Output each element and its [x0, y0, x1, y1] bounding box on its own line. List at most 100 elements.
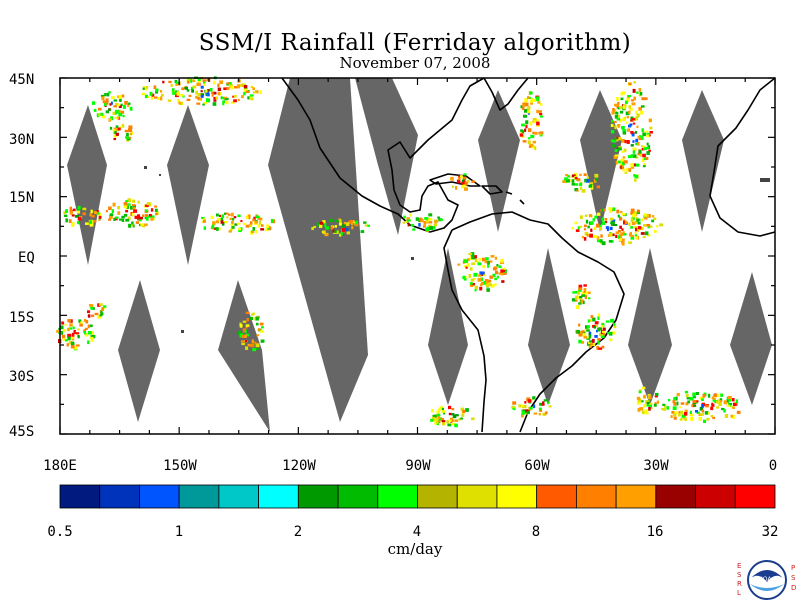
rainfall-pixel: [590, 315, 594, 319]
rainfall-pixel: [525, 124, 528, 129]
rainfall-pixel: [252, 91, 257, 94]
rainfall-pixel: [594, 335, 598, 338]
rainfall-pixel: [197, 93, 201, 97]
rainfall-pixel: [77, 336, 80, 339]
rainfall-pixel: [200, 90, 203, 93]
rainfall-pixel: [622, 168, 625, 172]
rainfall-pixel: [593, 226, 597, 230]
rainfall-pixel: [528, 406, 532, 411]
rainfall-pixel: [663, 404, 667, 408]
rainfall-pixel: [345, 222, 350, 226]
rainfall-pixel: [77, 216, 82, 221]
map-subtitle: November 07, 2008: [339, 54, 491, 72]
rainfall-pixel: [489, 275, 494, 279]
rainfall-pixel: [121, 218, 125, 222]
rainfall-pixel: [610, 123, 614, 128]
rainfall-pixel: [112, 131, 116, 135]
colorbar-swatch: [496, 484, 538, 509]
rainfall-pixel: [436, 413, 441, 417]
rainfall-pixel: [113, 137, 117, 141]
rainfall-pixel: [596, 236, 600, 240]
rainfall-pixel: [118, 112, 123, 117]
rainfall-pixel: [150, 96, 154, 100]
rainfall-pixel: [492, 267, 497, 271]
rainfall-pixel: [626, 140, 630, 144]
svg-text:L: L: [737, 589, 741, 597]
rainfall-pixel: [211, 224, 215, 229]
rainfall-pixel: [341, 224, 346, 227]
colorbar-tick-labels: 0.5 1 2 4 8 16 32: [47, 524, 778, 540]
rainfall-pixel: [632, 140, 635, 143]
rainfall-pixel: [233, 99, 237, 103]
rainfall-pixel: [626, 116, 629, 119]
rainfall-pixel: [211, 94, 214, 97]
rainfall-pixel: [585, 219, 589, 224]
rainfall-pixel: [462, 409, 466, 414]
rainfall-pixel: [449, 419, 453, 423]
rainfall-pixel: [245, 326, 248, 329]
rainfall-pixel: [431, 416, 436, 421]
rainfall-pixel: [259, 322, 264, 326]
rainfall-pixel: [672, 400, 676, 404]
rainfall-pixel: [231, 220, 234, 225]
rainfall-pixel: [524, 102, 529, 107]
rainfall-pixel: [646, 132, 650, 136]
rainfall-pixel: [338, 222, 343, 226]
rainfall-pixel: [335, 230, 339, 234]
rainfall-pixel: [129, 133, 132, 136]
rainfall-pixel: [222, 102, 225, 106]
rainfall-pixel: [117, 116, 120, 120]
rainfall-pixel: [674, 411, 678, 415]
rainfall-pixel: [527, 96, 530, 99]
rainfall-pixel: [113, 127, 117, 131]
rainfall-pixel: [255, 316, 259, 321]
rainfall-pixel: [654, 402, 657, 406]
island: [159, 174, 161, 176]
rainfall-pixel: [250, 343, 255, 348]
rainfall-pixel: [641, 97, 645, 101]
rainfall-pixel: [583, 288, 587, 291]
rainfall-pixel: [102, 307, 106, 310]
rainfall-pixel: [532, 131, 535, 135]
rainfall-pixel: [695, 400, 699, 403]
rainfall-pixel: [578, 333, 583, 337]
rainfall-pixel: [599, 332, 603, 337]
rainfall-pixel: [186, 98, 191, 102]
rainfall-pixel: [72, 326, 75, 330]
rainfall-pixel: [363, 221, 367, 224]
rainfall-pixel: [217, 91, 221, 96]
rainfall-pixel: [65, 209, 68, 214]
rainfall-pixel: [675, 396, 678, 401]
rainfall-pixel: [583, 224, 587, 228]
rainfall-pixel: [257, 224, 261, 228]
rainfall-pixel: [623, 148, 627, 152]
rainfall-pixel: [334, 230, 337, 233]
rainfall-pixel: [631, 132, 635, 137]
rainfall-pixel: [456, 179, 461, 184]
rainfall-pixel: [495, 270, 499, 274]
rainfall-pixel: [141, 92, 145, 96]
rainfall-pixel: [616, 114, 621, 118]
rainfall-pixel: [699, 396, 704, 400]
rainfall-pixel: [77, 205, 81, 210]
colorbar-tick-label: 8: [532, 524, 540, 540]
rainfall-pixel: [75, 344, 80, 347]
rainfall-pixel: [67, 327, 70, 332]
rainfall-pixel: [330, 226, 334, 230]
rainfall-pixel: [145, 209, 148, 213]
rainfall-pixel: [712, 399, 716, 402]
rainfall-pixel: [436, 410, 441, 414]
rainfall-pixel: [684, 390, 689, 394]
rainfall-pixel: [673, 397, 676, 401]
rainfall-pixel: [364, 224, 369, 227]
rainfall-pixel: [222, 100, 225, 104]
rainfall-pixel: [409, 213, 412, 217]
rainfall-pixel: [524, 409, 529, 413]
rainfall-pixel: [584, 214, 588, 217]
rainfall-pixel: [613, 155, 618, 159]
rainfall-pixel: [219, 80, 224, 85]
colorbar-tick-label: 32: [762, 524, 779, 540]
swath-gaps: [67, 78, 772, 432]
rainfall-pixel: [108, 206, 112, 211]
rainfall-pixel: [538, 131, 543, 135]
